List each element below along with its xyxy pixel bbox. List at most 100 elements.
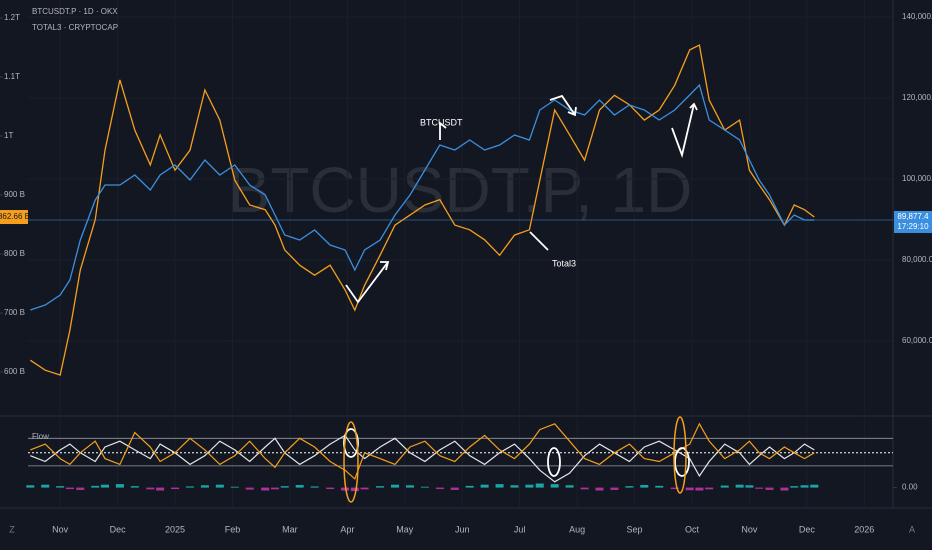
y-tick-label: 1.1T: [4, 72, 20, 81]
pane-title: Flow: [32, 432, 49, 441]
histogram-bar: [130, 486, 139, 488]
histogram-bar: [100, 484, 109, 488]
annotation: BTCUSDT: [420, 117, 463, 127]
highlight: [343, 428, 359, 458]
x-tick-label: Sep: [627, 524, 643, 534]
y2-tick-label: 80,000.0: [902, 255, 932, 264]
y-tick-label: 800 B: [4, 249, 25, 258]
histogram-bar: [200, 485, 209, 488]
x-tick-label: Apr: [340, 524, 354, 534]
histogram-bar: [215, 484, 224, 488]
x-tick-label: Jun: [455, 524, 470, 534]
y-tick-label: 0.00: [902, 483, 918, 492]
histogram-bar: [350, 487, 359, 492]
histogram-bar: [76, 487, 85, 490]
histogram-bar: [146, 487, 155, 490]
histogram-bar: [171, 487, 180, 490]
histogram-bar: [790, 486, 799, 488]
x-tick-label: Nov: [741, 524, 758, 534]
histogram-bar: [685, 487, 694, 491]
last-value-label: 89,877.4: [897, 212, 929, 221]
price-tag: [0, 210, 28, 225]
histogram-bar: [780, 487, 789, 491]
legend-entry: TOTAL3 · CRYPTOCAP: [32, 23, 118, 32]
histogram-bar: [810, 484, 819, 488]
annotation: Total3: [552, 258, 576, 268]
last-value-label: 862.66 B: [0, 212, 30, 221]
histogram-bar: [91, 485, 100, 488]
histogram-bar: [580, 487, 589, 490]
x-tick-label: Dec: [799, 524, 816, 534]
histogram-bar: [56, 486, 65, 488]
highlight: [674, 447, 690, 477]
y2-tick-label: 60,000.0: [902, 336, 932, 345]
x-tick-label: Feb: [225, 524, 241, 534]
histogram-bar: [26, 485, 35, 488]
plot-area: [26, 0, 893, 508]
countdown: 17:29:10: [897, 222, 929, 231]
histogram-bar: [310, 486, 319, 488]
histogram-bar: [800, 485, 809, 488]
histogram-bar: [550, 484, 559, 488]
histogram-bar: [65, 487, 74, 490]
histogram-bar: [326, 487, 335, 490]
histogram-bar: [495, 484, 504, 488]
arrow: [689, 102, 698, 111]
highlight: [673, 416, 687, 494]
histogram-bar: [745, 485, 754, 488]
price-tag: [894, 210, 932, 233]
histogram-bar: [156, 487, 165, 491]
histogram-bar: [420, 486, 429, 488]
y-tick-label: 900 B: [4, 190, 25, 199]
arrow: [671, 103, 695, 159]
x-tick-label: Aug: [569, 524, 585, 534]
histogram-bar: [705, 487, 714, 490]
x-tick-label: Mar: [282, 524, 298, 534]
legend-entry: BTCUSDT.P · 1D · OKX: [32, 7, 118, 16]
histogram-bar: [735, 484, 744, 488]
histogram-bar: [695, 487, 704, 491]
histogram-bar: [230, 486, 239, 488]
histogram-bar: [655, 485, 664, 488]
histogram-bar: [270, 487, 279, 490]
histogram-bar: [610, 487, 619, 490]
arrow: [439, 121, 447, 140]
highlight: [547, 447, 561, 477]
histogram-bar: [480, 484, 489, 488]
y-tick-label: 1.2T: [4, 13, 20, 22]
y-tick-label: 600 B: [4, 367, 25, 376]
histogram-bar: [670, 487, 679, 490]
series-line: [29, 44, 815, 376]
x-tick-label: 2025: [165, 524, 185, 534]
histogram-bar: [295, 484, 304, 488]
histogram-bar: [450, 487, 459, 490]
histogram-bar: [565, 485, 574, 488]
auto-scale-icon[interactable]: A: [909, 524, 915, 534]
histogram-bar: [435, 487, 444, 490]
histogram-bar: [720, 485, 729, 488]
histogram-bar: [280, 486, 289, 488]
x-tick-label: Dec: [110, 524, 127, 534]
oscillator-line: [30, 434, 815, 483]
drawings: [343, 94, 698, 477]
x-tick-label: Oct: [685, 524, 700, 534]
histogram-bar: [341, 487, 350, 491]
histogram-bar: [625, 486, 634, 488]
arrow: [567, 106, 577, 117]
histogram-bar: [41, 484, 50, 488]
timezone-icon[interactable]: Z: [9, 524, 15, 534]
histogram-bar: [261, 487, 270, 491]
histogram-bar: [245, 487, 254, 490]
histogram-bar: [535, 483, 544, 488]
histogram-bar: [360, 487, 369, 490]
highlight: [343, 421, 359, 503]
x-tick-label: May: [396, 524, 414, 534]
x-tick-label: 2026: [854, 524, 874, 534]
histogram-bar: [510, 485, 519, 488]
histogram-bar: [755, 487, 764, 489]
series-line: [30, 83, 815, 311]
arrow: [529, 231, 549, 251]
histogram-bar: [376, 486, 385, 488]
